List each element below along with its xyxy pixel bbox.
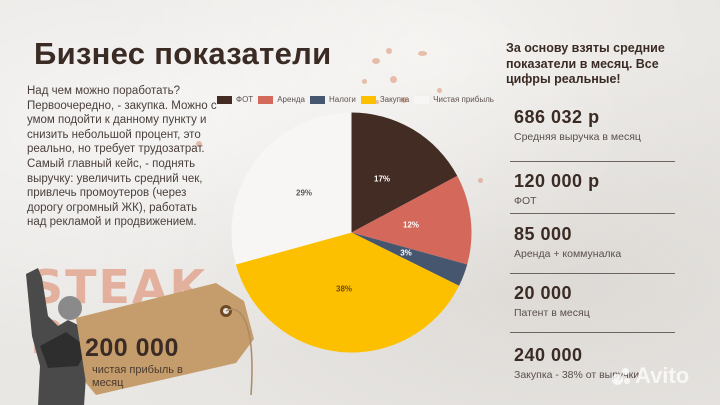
paint-splatter (362, 79, 367, 84)
paint-splatter (418, 51, 427, 56)
stat-value: 686 032 р (514, 107, 600, 127)
stat-purchasing: 240 000 Закупка - 38% от выручки (514, 345, 704, 381)
description-text: Над чем можно поработать? Первоочередно,… (27, 84, 217, 230)
legend-swatch-icon (309, 95, 325, 104)
legend-swatch-icon (258, 95, 274, 104)
legend-swatch-icon (414, 95, 430, 104)
avito-watermark: Avito (612, 363, 689, 389)
legend-item: Налоги (309, 95, 356, 104)
pie-slice (351, 232, 468, 286)
legend-label: Закупка (379, 95, 410, 104)
stat-value: 120 000 р (514, 171, 600, 191)
divider (510, 213, 675, 214)
stat-label: Патент в месяц (514, 307, 590, 319)
legend-item: ФОТ (217, 95, 253, 104)
pie-slice (351, 112, 458, 233)
stat-label: Закупка - 38% от выручки (514, 369, 640, 381)
watermark-text: Avito (635, 363, 690, 388)
stat-value: 240 000 (514, 345, 583, 365)
stat-value: 20 000 (514, 283, 573, 303)
page-title: Бизнес показатели (34, 36, 332, 71)
paint-splatter (437, 88, 442, 93)
net-profit-value: 200 000 (85, 334, 179, 362)
legend-label: Чистая прибыль (433, 95, 494, 104)
divider (510, 273, 675, 274)
pie-chart-graphic (231, 112, 472, 353)
chart-legend: ФОТ Аренда Налоги Закупка Чистая прибыль (217, 95, 499, 104)
stat-revenue: 686 032 р Средняя выручка в месяц (514, 107, 704, 143)
legend-item: Закупка (360, 95, 410, 104)
pie-slice-label: 17% (373, 174, 391, 184)
paint-splatter (390, 76, 397, 83)
pie-slice (351, 175, 472, 265)
pie-slice-label: 3% (400, 248, 412, 258)
paint-splatter (196, 141, 202, 147)
legend-label: Аренда (277, 95, 305, 104)
pie-slice-label: 38% (335, 284, 353, 294)
legend-label: Налоги (328, 95, 356, 104)
stat-label: Средняя выручка в месяц (514, 131, 641, 143)
summary-heading: За основу взяты средние показатели в мес… (506, 41, 665, 86)
pie-slice (231, 112, 352, 265)
pie-slice (235, 232, 460, 353)
stat-label: ФОТ (514, 195, 537, 207)
description-paragraph: Над чем можно поработать? Первоочередно,… (27, 85, 217, 156)
stat-patent: 20 000 Патент в месяц (514, 283, 704, 319)
pie-chart: 17% 12% 3% 38% 29% (229, 110, 474, 355)
net-profit-label: чистая прибыль в месяц (92, 364, 183, 389)
cheering-man-image (26, 268, 88, 405)
avito-logo-icon (612, 366, 632, 386)
price-tag-image (76, 283, 254, 395)
paint-splatter (401, 97, 407, 103)
stat-value: 85 000 (514, 224, 573, 244)
paint-splatter (386, 48, 392, 54)
description-paragraph: Самый главный кейс, - поднять выручку: у… (27, 157, 203, 229)
stat-label: Аренда + коммуналка (514, 248, 622, 260)
stat-rent: 85 000 Аренда + коммуналка (514, 224, 704, 260)
legend-swatch-icon (360, 95, 376, 104)
stat-payroll: 120 000 р ФОТ (514, 171, 704, 207)
divider (510, 332, 675, 333)
legend-item: Аренда (258, 95, 305, 104)
pie-slice-label: 29% (295, 188, 313, 198)
legend-label: ФОТ (236, 95, 254, 104)
legend-swatch-icon (217, 95, 232, 104)
legend-item: Чистая прибыль (414, 95, 494, 104)
divider (510, 161, 675, 162)
pie-slice-label: 12% (402, 220, 420, 230)
paint-splatter (478, 178, 483, 183)
paint-splatter (372, 58, 380, 64)
paint-splatter (375, 100, 379, 104)
